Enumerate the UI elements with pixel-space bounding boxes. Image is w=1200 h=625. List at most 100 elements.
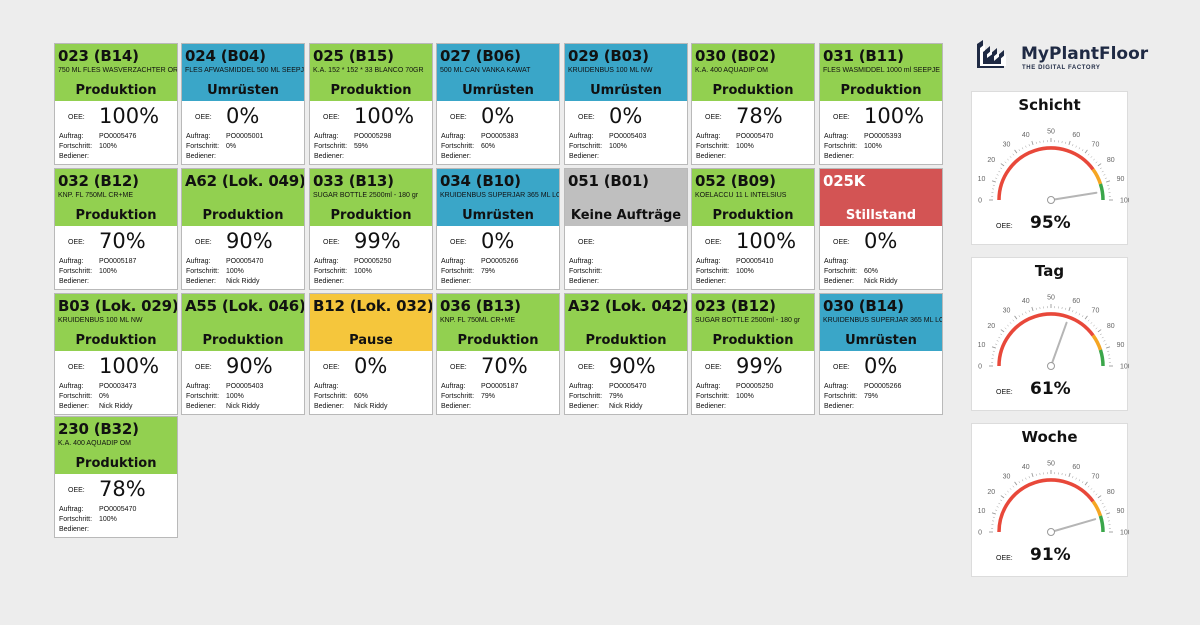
gauge-tick-label: 60 bbox=[1072, 298, 1080, 305]
machine-card[interactable]: 052 (B09) KOELACCU 11 L INTELSIUS Produkti… bbox=[691, 168, 815, 290]
gauge-tick bbox=[1000, 329, 1005, 333]
order-row: Auftrag: PO0005476 bbox=[59, 133, 136, 140]
machine-card[interactable]: A62 (Lok. 049) Produktion OEE: 90% Auftrag: P… bbox=[181, 168, 305, 290]
progress-row: Fortschritt: 100% bbox=[59, 268, 117, 275]
gauge-tick bbox=[1072, 476, 1074, 479]
machine-card-header: A32 (Lok. 042) Produktion bbox=[565, 294, 687, 351]
gauge-tick bbox=[1103, 506, 1106, 508]
machine-card[interactable]: 029 (B03) KRUIDENBUS 100 ML NW Umrüsten OEE… bbox=[564, 43, 688, 165]
machine-status: Keine Aufträge bbox=[570, 208, 682, 223]
gauge-tick bbox=[1068, 306, 1071, 311]
machine-card[interactable]: A32 (Lok. 042) Produktion OEE: 90% Auftrag: P… bbox=[564, 293, 688, 415]
machine-title: 034 (B10) bbox=[440, 172, 521, 190]
order-value: PO0005383 bbox=[481, 133, 519, 140]
machine-card[interactable]: 034 (B10) KRUIDENBUS SUPERJAR 365 ML LOS U… bbox=[436, 168, 560, 290]
operator-row: Bediener: bbox=[696, 153, 736, 160]
gauge-hub bbox=[1047, 528, 1055, 536]
machine-card[interactable]: A55 (Lok. 046) Produktion OEE: 90% Auftrag: P… bbox=[181, 293, 305, 415]
progress-label: Fortschritt: bbox=[186, 268, 220, 275]
progress-value: 60% bbox=[481, 143, 496, 150]
progress-label: Fortschritt: bbox=[441, 393, 475, 400]
gauge-tick-label: 30 bbox=[1003, 308, 1011, 315]
machine-status: Produktion bbox=[75, 83, 157, 98]
gauge-tick bbox=[1021, 147, 1024, 150]
machine-card[interactable]: 031 (B11) FLES WASMIDDEL 1000 ml SEEPJE Pr… bbox=[819, 43, 943, 165]
order-value: PO0005403 bbox=[609, 133, 647, 140]
progress-value: 100% bbox=[226, 393, 244, 400]
machine-title: A55 (Lok. 046) bbox=[185, 297, 304, 315]
gauge-dial: 0 10 20 30 40 50 60 70 80 90 100 bbox=[978, 129, 1129, 205]
machine-card[interactable]: 036 (B13) KNP. FL 750ML CR+ME Produktion OE… bbox=[436, 293, 560, 415]
machine-card-header: 230 (B32) K.A. 400 AQUADIP OM Produktion bbox=[55, 417, 177, 474]
oee-value: 100% bbox=[354, 104, 415, 128]
machine-card[interactable]: 027 (B06) 500 ML CAN VANKA KAWAT Umrüsten O… bbox=[436, 43, 560, 165]
gauge-value: 61% bbox=[1030, 379, 1071, 399]
machine-card[interactable]: 023 (B14) 750 ML FLES WASVERZACHTER ORANJ… bbox=[54, 43, 178, 165]
machine-card-header: 033 (B13) SUGAR BOTTLE 2500ml - 180 gr Pro… bbox=[310, 169, 432, 226]
gauge-hub bbox=[1047, 362, 1055, 370]
machine-card[interactable]: 024 (B04) FLES AFWASMIDDEL 500 ML SEEPJE U… bbox=[181, 43, 305, 165]
order-row: Auftrag: PO0005250 bbox=[314, 258, 391, 265]
operator-label: Bediener: bbox=[314, 153, 344, 160]
order-label: Auftrag: bbox=[696, 133, 721, 140]
order-value: PO0005266 bbox=[864, 383, 902, 390]
order-row: Auftrag: PO0005403 bbox=[186, 383, 263, 390]
machine-status: Produktion bbox=[75, 456, 157, 471]
order-row: Auftrag: PO0005250 bbox=[696, 383, 773, 390]
order-row: Auftrag: PO0005470 bbox=[569, 383, 646, 390]
gauge-tick-label: 10 bbox=[978, 342, 986, 349]
machine-title: 025K bbox=[823, 172, 866, 190]
oee-value: 100% bbox=[99, 104, 160, 128]
machine-card[interactable]: 032 (B12) KNP. FL 750ML CR+ME Produktion OE… bbox=[54, 168, 178, 290]
machine-title: 230 (B32) bbox=[58, 420, 139, 438]
gauge-tick bbox=[1072, 144, 1074, 147]
machine-product: KNP. FL 750ML CR+ME bbox=[440, 317, 516, 324]
operator-row: Bediener: Nick Riddy bbox=[59, 403, 132, 410]
gauge-tick bbox=[1090, 156, 1093, 158]
machine-card-header: 032 (B12) KNP. FL 750ML CR+ME Produktion bbox=[55, 169, 177, 226]
machine-card-body: OEE: 99% Auftrag: PO0005250 Fortschritt: 100%… bbox=[692, 351, 814, 414]
gauge-band bbox=[997, 312, 1095, 367]
gauge-tick bbox=[1068, 472, 1071, 477]
machine-card-body: OEE: 100% Auftrag: PO0005393 Fortschritt: 100… bbox=[820, 101, 942, 164]
machine-card-body: OEE: 100% Auftrag: PO0005298 Fortschritt: 59%… bbox=[310, 101, 432, 164]
machine-card[interactable]: B03 (Lok. 029) KRUIDENBUS 100 ML NW Produk… bbox=[54, 293, 178, 415]
order-value: PO0005393 bbox=[864, 133, 902, 140]
operator-label: Bediener: bbox=[59, 278, 89, 285]
operator-value: Nick Riddy bbox=[609, 403, 643, 410]
machine-card[interactable]: 033 (B13) SUGAR BOTTLE 2500ml - 180 gr Pro… bbox=[309, 168, 433, 290]
machine-title: A32 (Lok. 042) bbox=[568, 297, 687, 315]
gauge-panel-tag: Tag 0 10 20 30 40 50 60 70 80 90 100 OEE: 61% bbox=[971, 257, 1129, 411]
gauge-band bbox=[1098, 349, 1105, 367]
order-value: PO0005470 bbox=[609, 383, 647, 390]
order-value: PO0005187 bbox=[481, 383, 519, 390]
gauge-tick bbox=[1084, 149, 1088, 154]
machine-card[interactable]: 030 (B14) KRUIDENBUS SUPERJAR 365 ML LOS U… bbox=[819, 293, 943, 415]
machine-card[interactable]: 051 (B01) Keine Aufträge OEE: Auftrag: Forts… bbox=[564, 168, 688, 290]
machine-status: Produktion bbox=[202, 208, 284, 223]
machine-status: Produktion bbox=[330, 83, 412, 98]
gauge-tick bbox=[1097, 163, 1102, 167]
machine-card[interactable]: 023 (B12) SUGAR BOTTLE 2500ml - 180 gr Pro… bbox=[691, 293, 815, 415]
oee-label: OEE: bbox=[705, 114, 722, 121]
oee-label: OEE: bbox=[450, 239, 467, 246]
progress-row: Fortschritt: 59% bbox=[314, 143, 368, 150]
gauge-tick bbox=[998, 336, 1001, 339]
progress-label: Fortschritt: bbox=[569, 268, 603, 275]
progress-label: Fortschritt: bbox=[59, 143, 93, 150]
machine-card[interactable]: B12 (Lok. 032) Pause OEE: 0% Auftrag: Fortsch… bbox=[309, 293, 433, 415]
gauge-tick bbox=[1031, 472, 1034, 477]
machine-card-header: 030 (B14) KRUIDENBUS SUPERJAR 365 ML LOS U… bbox=[820, 294, 942, 351]
machine-card[interactable]: 230 (B32) K.A. 400 AQUADIP OM Produktion OE… bbox=[54, 416, 178, 538]
gauge-tick bbox=[1031, 306, 1034, 311]
machine-card[interactable]: 025 (B15) K.A. 152 * 152 * 33 BLANCO 70GR… bbox=[309, 43, 433, 165]
oee-value: 99% bbox=[354, 229, 401, 253]
order-label: Auftrag: bbox=[569, 258, 594, 265]
progress-value: 100% bbox=[736, 268, 754, 275]
machine-card[interactable]: 030 (B02) K.A. 400 AQUADIP OM Produktion OE… bbox=[691, 43, 815, 165]
gauge-tick bbox=[1009, 488, 1012, 490]
machine-card[interactable]: 025K Stillstand OEE: 0% Auftrag: Fortschritt:… bbox=[819, 168, 943, 290]
machine-card-header: 030 (B02) K.A. 400 AQUADIP OM Produktion bbox=[692, 44, 814, 101]
machine-card-header: B12 (Lok. 032) Pause bbox=[310, 294, 432, 351]
machine-card-body: OEE: 0% Auftrag: Fortschritt: 60% Bediener: Ni… bbox=[310, 351, 432, 414]
